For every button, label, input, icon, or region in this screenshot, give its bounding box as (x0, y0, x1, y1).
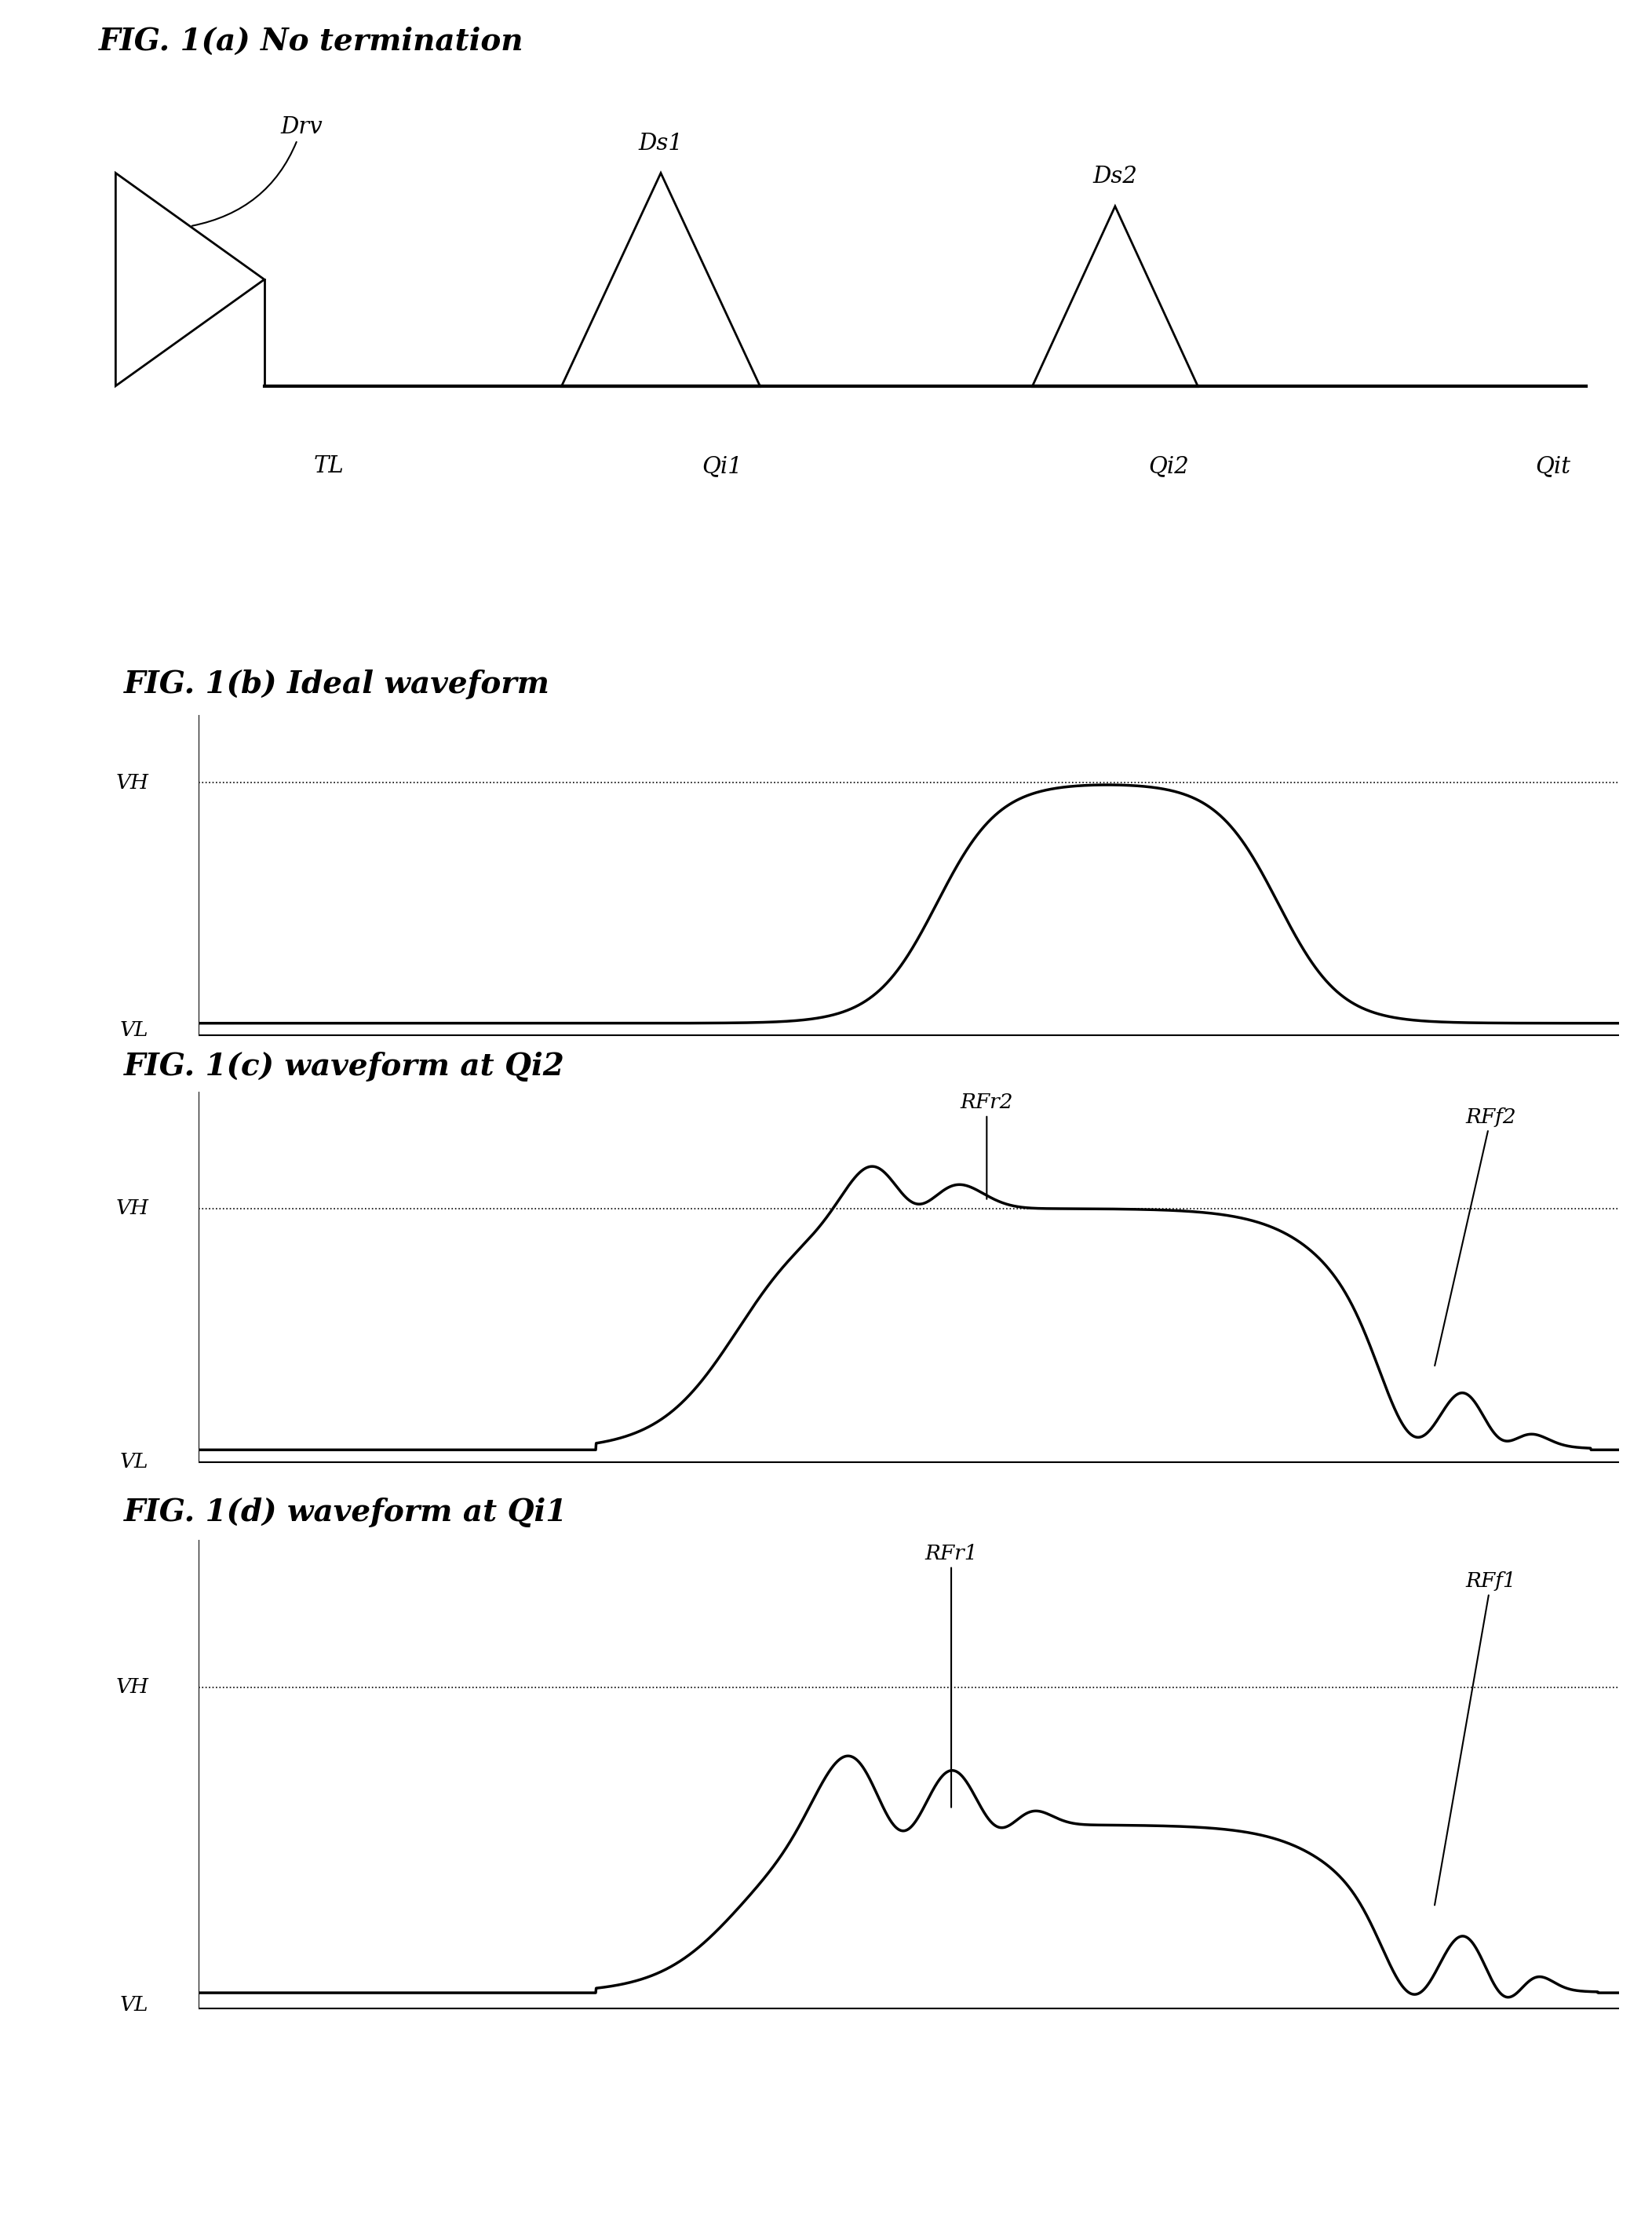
Text: FIG. 1(b) Ideal waveform: FIG. 1(b) Ideal waveform (124, 670, 550, 699)
Text: TL: TL (314, 455, 344, 477)
Text: Qi1: Qi1 (702, 455, 743, 477)
Text: VH: VH (116, 1677, 149, 1697)
Text: RFr2: RFr2 (960, 1093, 1013, 1200)
Text: FIG. 1(a) No termination: FIG. 1(a) No termination (99, 27, 524, 55)
Text: RFr1: RFr1 (925, 1544, 978, 1808)
Text: VL: VL (121, 1996, 149, 2014)
Text: VL: VL (121, 1020, 149, 1040)
Text: FIG. 1(d) waveform at Qi1: FIG. 1(d) waveform at Qi1 (124, 1497, 568, 1526)
Text: VH: VH (116, 774, 149, 792)
Text: Drv: Drv (192, 115, 324, 226)
Text: Qi2: Qi2 (1148, 455, 1189, 477)
Text: VH: VH (116, 1198, 149, 1218)
Text: VL: VL (121, 1453, 149, 1473)
Text: RFf2: RFf2 (1434, 1107, 1517, 1366)
Text: RFf1: RFf1 (1434, 1570, 1517, 1905)
Text: FIG. 1(c) waveform at Qi2: FIG. 1(c) waveform at Qi2 (124, 1051, 565, 1080)
Text: Ds1: Ds1 (638, 133, 684, 155)
Text: Ds2: Ds2 (1092, 166, 1138, 189)
Text: Qit: Qit (1535, 455, 1571, 477)
